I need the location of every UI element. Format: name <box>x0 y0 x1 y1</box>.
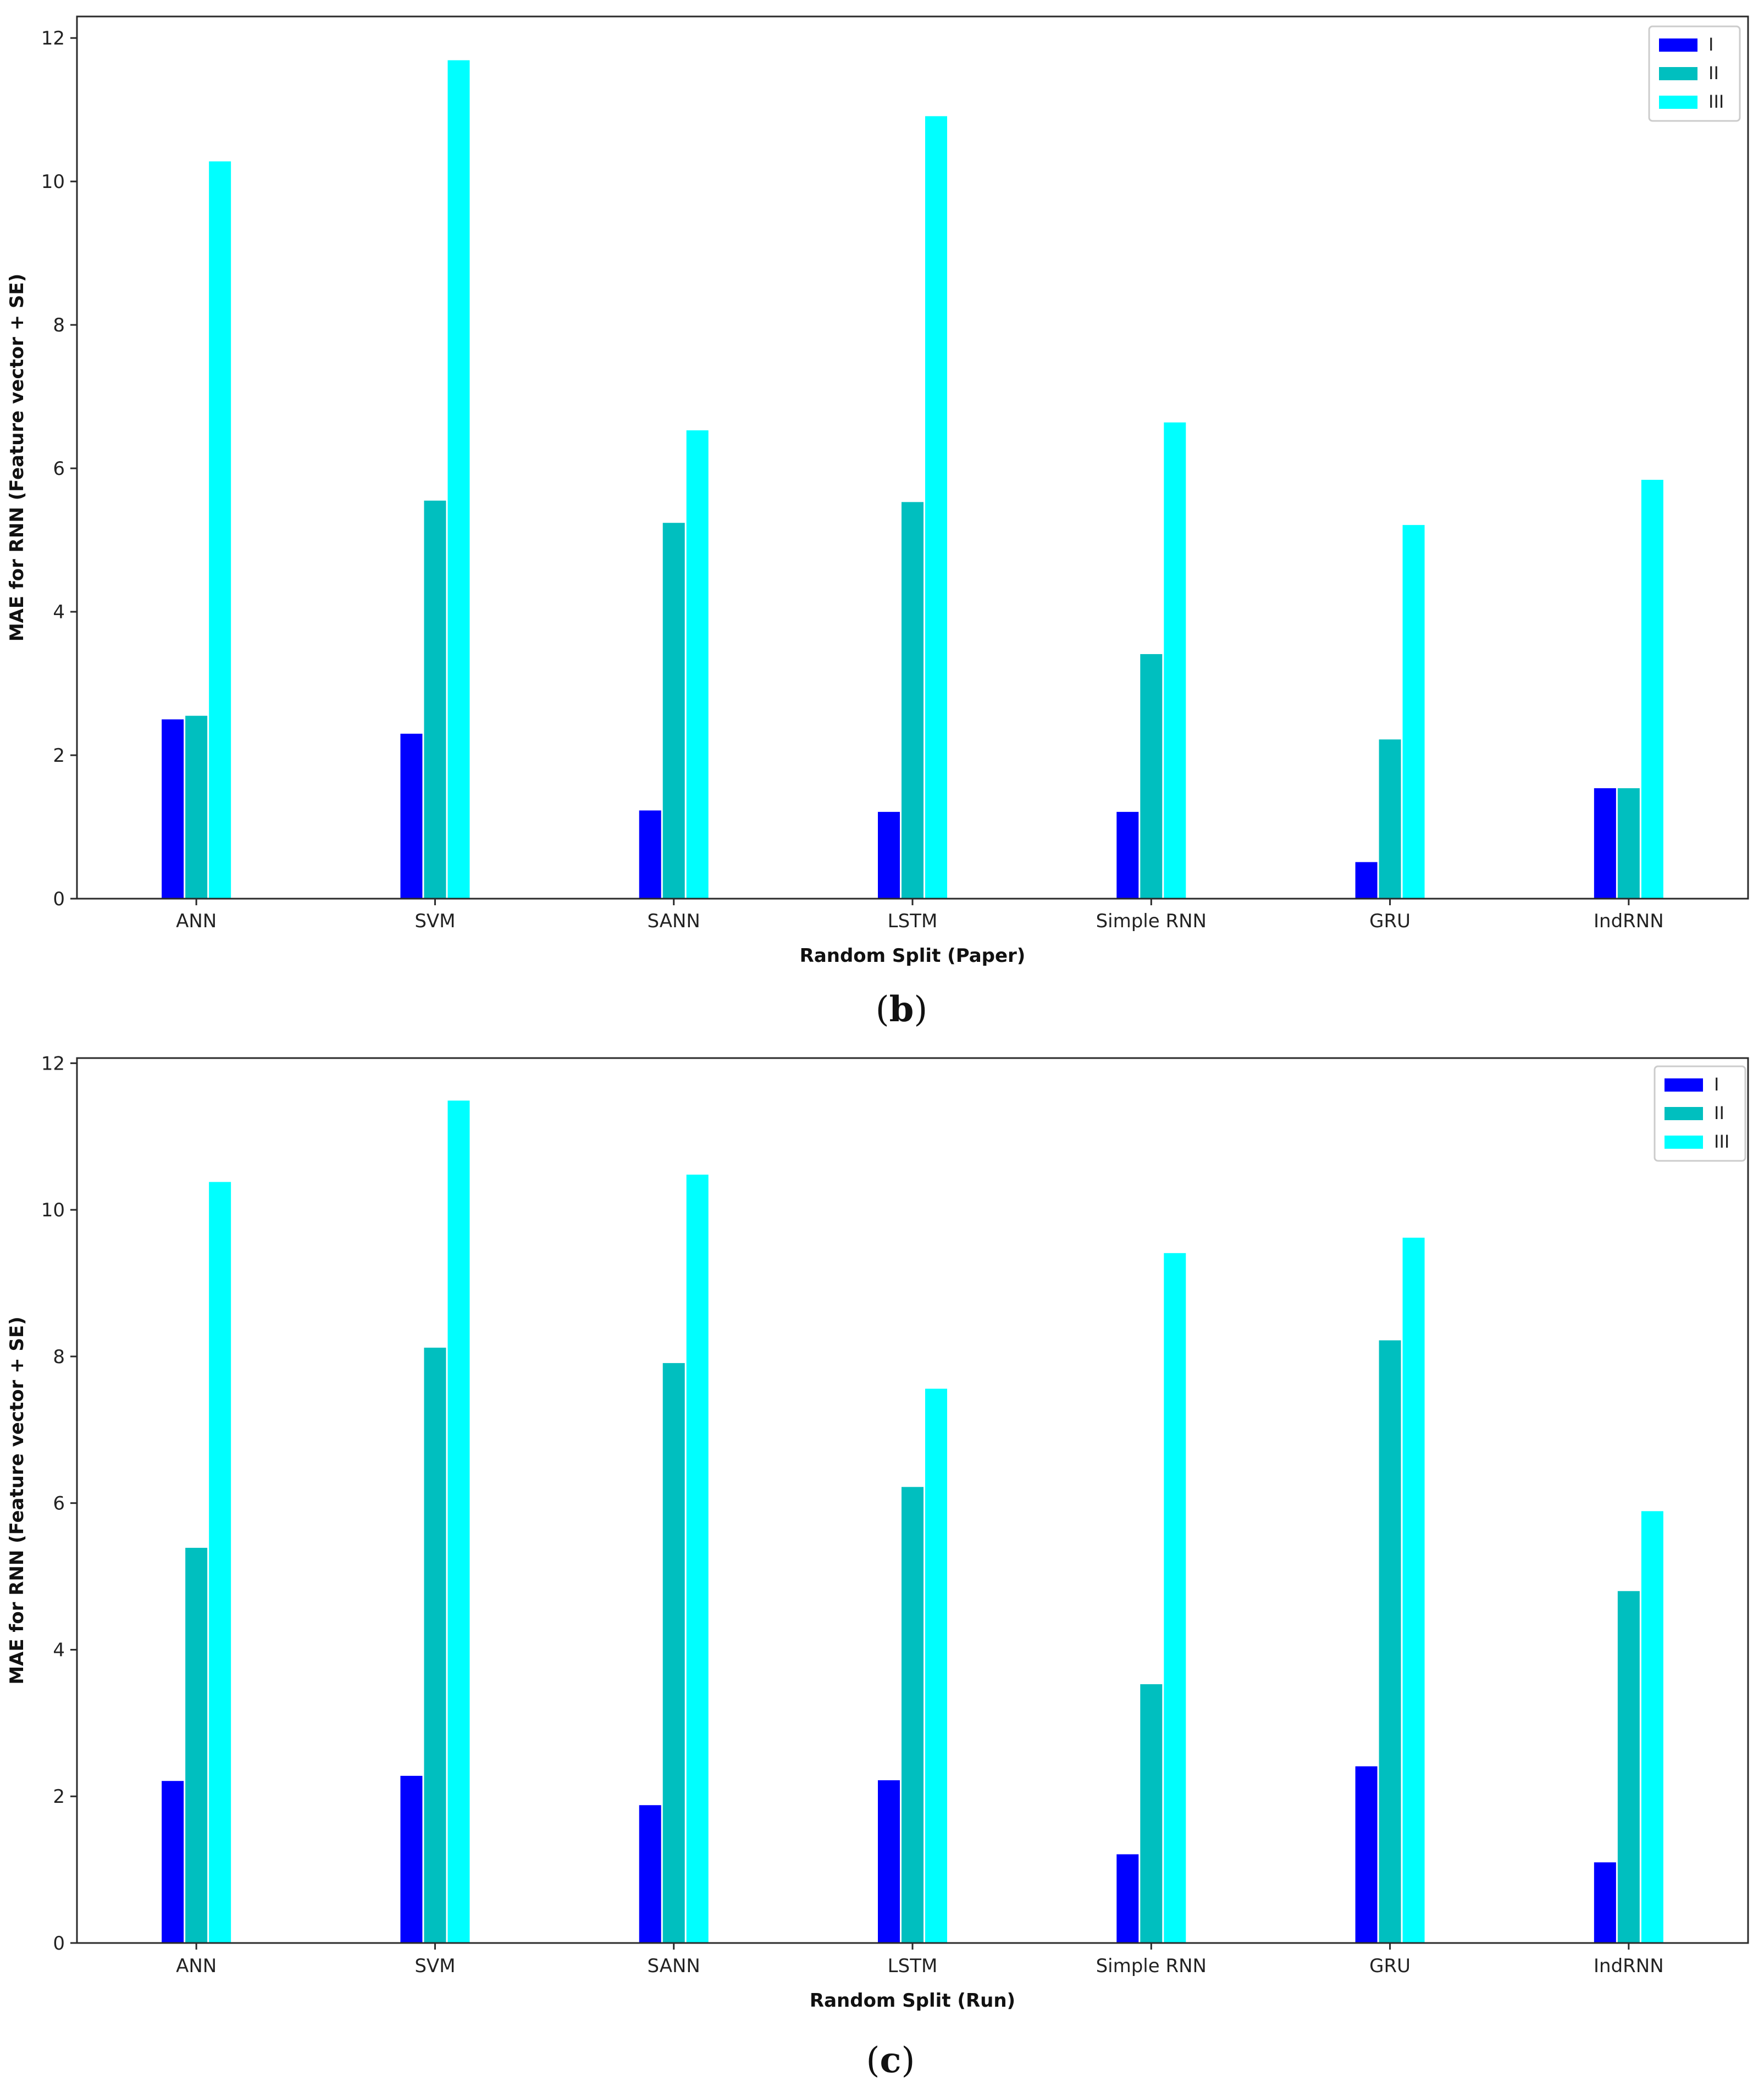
bar-b-lstm-series-II <box>902 502 924 899</box>
y-axis-label: MAE for RNN (Feature vector + SE) <box>6 1316 28 1685</box>
legend-swatch-II <box>1659 67 1697 80</box>
bar-c-simple-rnn-series-I <box>1116 1854 1139 1943</box>
y-tick-label: 10 <box>41 171 65 193</box>
x-tick-label: SVM <box>414 1955 455 1977</box>
y-tick-label: 4 <box>53 1639 65 1661</box>
legend-swatch-III <box>1659 96 1697 109</box>
bar-b-gru-series-II <box>1379 739 1401 899</box>
bar-b-simple-rnn-series-III <box>1164 422 1186 899</box>
bar-c-indrnn-series-III <box>1641 1511 1663 1943</box>
bar-b-sann-series-III <box>686 430 709 899</box>
x-tick-label: IndRNN <box>1594 910 1664 932</box>
bar-b-ann-series-I <box>162 719 184 899</box>
x-tick-label: SVM <box>414 910 455 932</box>
bar-c-gru-series-III <box>1402 1237 1425 1943</box>
x-tick-label: SANN <box>648 1955 700 1977</box>
x-tick-label: LSTM <box>888 1955 938 1977</box>
bar-c-ann-series-III <box>209 1182 231 1943</box>
bar-b-indrnn-series-II <box>1617 788 1640 899</box>
bar-c-simple-rnn-series-II <box>1140 1684 1163 1943</box>
bar-c-indrnn-series-I <box>1594 1862 1616 1943</box>
bar-c-gru-series-II <box>1379 1340 1401 1943</box>
bar-c-sann-series-III <box>686 1175 709 1943</box>
y-tick-label: 6 <box>53 1493 65 1515</box>
bar-b-gru-series-III <box>1402 525 1425 899</box>
bar-c-sann-series-I <box>639 1805 661 1943</box>
x-tick-label: IndRNN <box>1594 1955 1664 1977</box>
bar-b-simple-rnn-series-I <box>1116 812 1139 899</box>
chart-panel-c: ANN SVM SANN LSTM Simple RNN GRU IndRNN 0 2 4 6 8 10… <box>6 1053 1749 2012</box>
y-axis-label: MAE for RNN (Feature vector + SE) <box>6 274 28 642</box>
chart-panel-b: ANN SVM SANN LSTM Simple RNN GRU IndRNN 0 2 4 6 8 10… <box>6 15 1749 967</box>
y-tick-label: 12 <box>41 27 65 49</box>
bar-b-simple-rnn-series-II <box>1140 654 1163 899</box>
x-tick-label: GRU <box>1369 910 1411 932</box>
plot-area-frame <box>76 1057 1749 1944</box>
bar-c-lstm-series-I <box>878 1780 900 1943</box>
bar-b-lstm-series-I <box>878 812 900 899</box>
bar-b-sann-series-II <box>662 523 685 899</box>
y-tick-label: 10 <box>41 1199 65 1221</box>
bar-c-svm-series-I <box>400 1775 423 1943</box>
bar-c-sann-series-II <box>662 1363 685 1943</box>
bar-c-ann-series-II <box>185 1548 208 1943</box>
bar-c-gru-series-I <box>1355 1766 1378 1943</box>
y-tick-label: 4 <box>53 601 65 623</box>
legend-label-II: II <box>1708 63 1719 84</box>
x-tick-label: Simple RNN <box>1096 1955 1207 1977</box>
bar-c-simple-rnn-series-III <box>1164 1253 1186 1943</box>
legend-swatch-III <box>1665 1136 1703 1149</box>
bar-b-gru-series-I <box>1355 862 1378 899</box>
bar-b-sann-series-I <box>639 810 661 899</box>
legend-swatch-I <box>1659 38 1697 52</box>
y-tick-label: 2 <box>53 745 65 767</box>
x-tick-label: Simple RNN <box>1096 910 1207 932</box>
y-tick-label: 12 <box>41 1053 65 1075</box>
bar-c-svm-series-III <box>447 1100 470 1943</box>
x-axis-label: Random Split (Run) <box>810 1990 1015 2012</box>
bar-c-lstm-series-II <box>902 1487 924 1943</box>
bar-c-svm-series-II <box>424 1347 446 1943</box>
legend-swatch-II <box>1665 1107 1703 1120</box>
caption-c: (c) <box>866 2040 915 2081</box>
legend-label-I: I <box>1708 34 1713 55</box>
y-tick-label: 8 <box>53 314 65 336</box>
plot-area-frame <box>76 15 1749 900</box>
legend-label-III: III <box>1714 1131 1729 1152</box>
y-tick-label: 2 <box>53 1786 65 1808</box>
bar-b-indrnn-series-III <box>1641 479 1663 899</box>
bar-c-lstm-series-III <box>925 1388 947 1943</box>
bar-b-ann-series-II <box>185 716 208 899</box>
x-tick-label: ANN <box>176 910 217 932</box>
y-tick-label: 6 <box>53 458 65 480</box>
y-tick-label: 0 <box>53 1933 65 1955</box>
bar-c-ann-series-I <box>162 1781 184 1943</box>
bar-b-svm-series-III <box>447 60 470 899</box>
x-tick-label: ANN <box>176 1955 217 1977</box>
x-tick-label: SANN <box>648 910 700 932</box>
legend-label-III: III <box>1708 91 1724 112</box>
legend-swatch-I <box>1665 1078 1703 1092</box>
y-tick-label: 8 <box>53 1346 65 1368</box>
x-tick-label: LSTM <box>888 910 938 932</box>
bar-b-svm-series-I <box>400 733 423 899</box>
bar-b-ann-series-III <box>209 161 231 899</box>
bar-b-svm-series-II <box>424 500 446 899</box>
x-axis-label: Random Split (Paper) <box>800 945 1026 967</box>
x-tick-label: GRU <box>1369 1955 1411 1977</box>
legend-label-I: I <box>1714 1074 1719 1095</box>
caption-b: (b) <box>876 989 928 1030</box>
bar-b-indrnn-series-I <box>1594 788 1616 899</box>
y-tick-label: 0 <box>53 888 65 910</box>
legend-label-II: II <box>1714 1103 1724 1123</box>
bar-b-lstm-series-III <box>925 116 947 899</box>
bar-c-indrnn-series-II <box>1617 1591 1640 1943</box>
